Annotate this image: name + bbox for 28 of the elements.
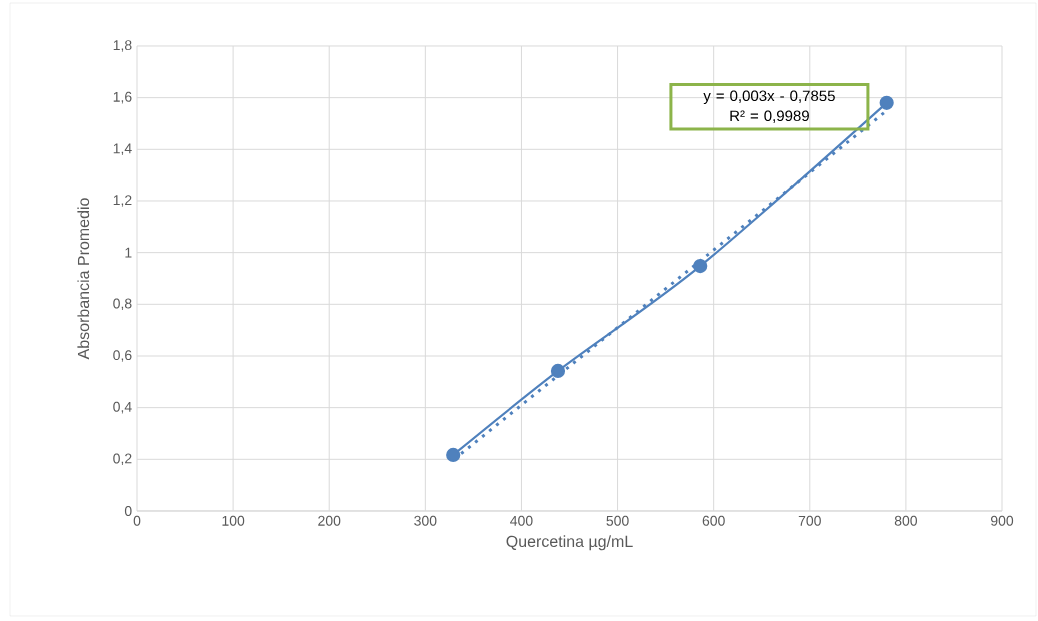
y-tick-label: 1,2 [113, 195, 132, 207]
y-tick-label: 0,6 [113, 350, 132, 362]
x-tick-label: 400 [510, 515, 533, 526]
point [446, 447, 461, 463]
point [879, 95, 894, 110]
y-tick-label: 0,2 [113, 453, 132, 466]
x-tick-label: 300 [414, 515, 437, 526]
x-axis-title: Quercetina µg/mL [506, 535, 633, 551]
y-tick-label: 1 [125, 247, 132, 258]
x-tick-label: 0 [133, 515, 141, 526]
x-tick-label: 800 [894, 515, 918, 526]
y-tick-label: 1,6 [113, 91, 132, 104]
y-tick-label: 0,8 [113, 298, 132, 311]
y-tick-label: 1,8 [113, 40, 132, 52]
x-tick-label: 600 [702, 515, 725, 526]
x-tick-label: 100 [222, 515, 245, 526]
x-tick-label: 700 [798, 515, 821, 526]
x-tick-label: 900 [990, 515, 1014, 526]
y-tick-label: 0,4 [113, 401, 132, 414]
y-tick-label: 0 [124, 506, 132, 516]
y-tick-label: 1,4 [113, 143, 132, 156]
point [550, 363, 566, 379]
annotation: R² = 0,9989 [730, 110, 809, 123]
x-tick-label: 200 [318, 515, 341, 526]
x-tick-label: 500 [606, 515, 629, 526]
y-axis-title: Absorbancia Promedio [77, 198, 90, 360]
annotation: y = 0,003x - 0,7855 [703, 90, 835, 105]
point [693, 258, 708, 274]
